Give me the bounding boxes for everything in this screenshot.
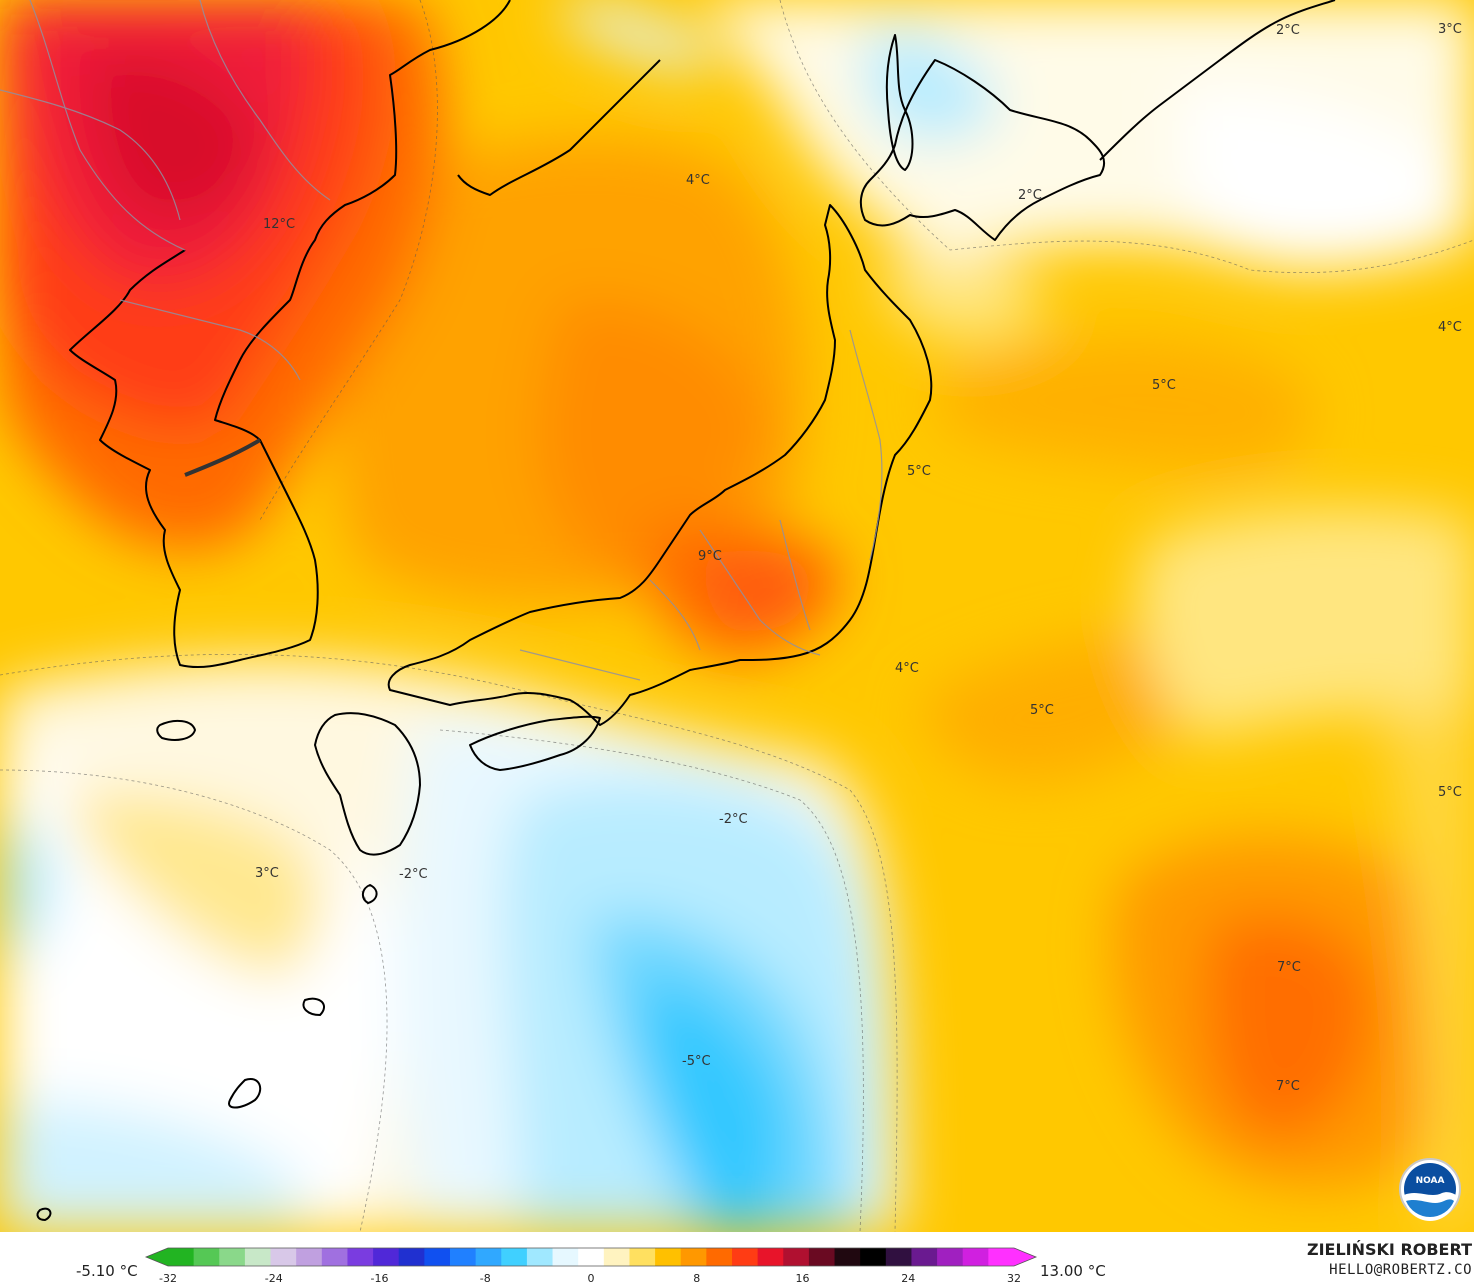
colorbar-swatch xyxy=(398,1248,425,1266)
label-corner-ne: 3°C xyxy=(1438,22,1462,37)
colorbar-swatch xyxy=(347,1248,374,1266)
admin-borders xyxy=(0,0,883,681)
colorbar-swatch xyxy=(629,1248,656,1266)
colorbar-swatch xyxy=(603,1248,631,1266)
label-honshu-central: 9°C xyxy=(698,549,722,564)
colorbar-swatch xyxy=(270,1248,297,1266)
colorbar-right-arrow xyxy=(1014,1248,1036,1266)
colorbar-swatch xyxy=(834,1248,861,1266)
colorbar-tick-label: 24 xyxy=(901,1272,916,1285)
colorbar-tick-label: -32 xyxy=(159,1272,177,1285)
temperature-anomaly-map: 12°C 4°C 9°C 2°C 2°C 3°C 4°C 5°C 5°C 4°C… xyxy=(0,0,1474,1232)
label-pacific-south-2: 5°C xyxy=(1030,703,1054,718)
colorbar-swatch xyxy=(757,1248,784,1266)
label-korea-north: 12°C xyxy=(263,217,295,232)
colorbar-swatch xyxy=(424,1248,451,1266)
colorbar-swatch xyxy=(732,1248,759,1266)
label-pacific-east-2: 5°C xyxy=(1152,378,1176,393)
colorbar-swatch xyxy=(321,1248,349,1266)
colorbar-swatch xyxy=(937,1248,964,1266)
colorbar xyxy=(144,1247,1038,1267)
label-japan-sea-north: 4°C xyxy=(686,173,710,188)
colorbar-swatch xyxy=(911,1248,938,1266)
colorbar-tick-label: -8 xyxy=(479,1272,491,1285)
coastlines xyxy=(36,0,1336,1221)
label-pacific-south-1: 4°C xyxy=(895,661,919,676)
colorbar-swatch xyxy=(552,1248,579,1266)
colorbar-swatch xyxy=(450,1248,477,1266)
colorbar-swatch xyxy=(885,1248,913,1266)
label-south-of-shikoku: -2°C xyxy=(719,812,748,827)
author-email[interactable]: HELLO@ROBERTZ.CO xyxy=(1329,1262,1472,1278)
colorbar-swatch xyxy=(808,1248,836,1266)
colorbar-swatch xyxy=(193,1248,220,1266)
colorbar-swatch xyxy=(860,1248,887,1266)
colorbar-tick-label: 0 xyxy=(587,1272,595,1285)
colorbar-swatch xyxy=(783,1248,810,1266)
colorbar-swatch xyxy=(296,1248,323,1266)
author-name: ZIELIŃSKI ROBERT xyxy=(1306,1240,1472,1259)
colorbar-tick-label: -16 xyxy=(370,1272,389,1285)
label-hokkaido-south: 2°C xyxy=(1018,188,1042,203)
contour-lines xyxy=(0,0,1474,1232)
label-se-warm-1: 7°C xyxy=(1277,960,1301,975)
colorbar-swatch xyxy=(526,1248,554,1266)
label-kuril-ne: 2°C xyxy=(1276,23,1300,38)
colorbar-tick-label: 16 xyxy=(795,1272,810,1285)
legend-min-value: -5.10 °C xyxy=(76,1262,138,1280)
noaa-logo-text: NOAA xyxy=(1416,1176,1445,1186)
label-pacific-east-1: 4°C xyxy=(1438,320,1462,335)
colorbar-swatch xyxy=(244,1248,272,1266)
colorbar-swatch xyxy=(680,1248,707,1266)
temperature-labels: 12°C 4°C 9°C 2°C 2°C 3°C 4°C 5°C 5°C 4°C… xyxy=(255,22,1462,1094)
noaa-logo: NOAA xyxy=(1399,1158,1461,1221)
colorbar-swatch xyxy=(475,1248,502,1266)
label-philippine-sea: -5°C xyxy=(682,1054,711,1069)
colorbar-swatch xyxy=(706,1248,733,1266)
colorbar-swatch xyxy=(373,1248,400,1266)
label-kyushu-south: -2°C xyxy=(399,867,428,882)
dmz-line xyxy=(184,438,262,477)
colorbar-swatch xyxy=(578,1248,605,1266)
colorbar-tick-label: 8 xyxy=(693,1272,701,1285)
colorbar-tick-label: 32 xyxy=(1007,1272,1021,1285)
colorbar-swatch xyxy=(988,1248,1015,1266)
colorbar-swatch xyxy=(962,1248,989,1266)
label-east-china-sea: 3°C xyxy=(255,866,279,881)
legend-max-value: 13.00 °C xyxy=(1040,1262,1106,1280)
label-se-warm-2: 7°C xyxy=(1276,1079,1300,1094)
colorbar-tick-label: -24 xyxy=(264,1272,283,1285)
colorbar-outline xyxy=(144,1247,1038,1267)
colorbar-swatch xyxy=(168,1248,195,1266)
colorbar-left-arrow xyxy=(146,1248,168,1266)
label-tohoku-east: 5°C xyxy=(907,464,931,479)
colorbar-swatch xyxy=(501,1248,528,1266)
colorbar-swatch xyxy=(655,1248,682,1266)
label-pacific-east-3: 5°C xyxy=(1438,785,1462,800)
colorbar-swatch xyxy=(219,1248,246,1266)
anomaly-field xyxy=(0,0,1474,1232)
